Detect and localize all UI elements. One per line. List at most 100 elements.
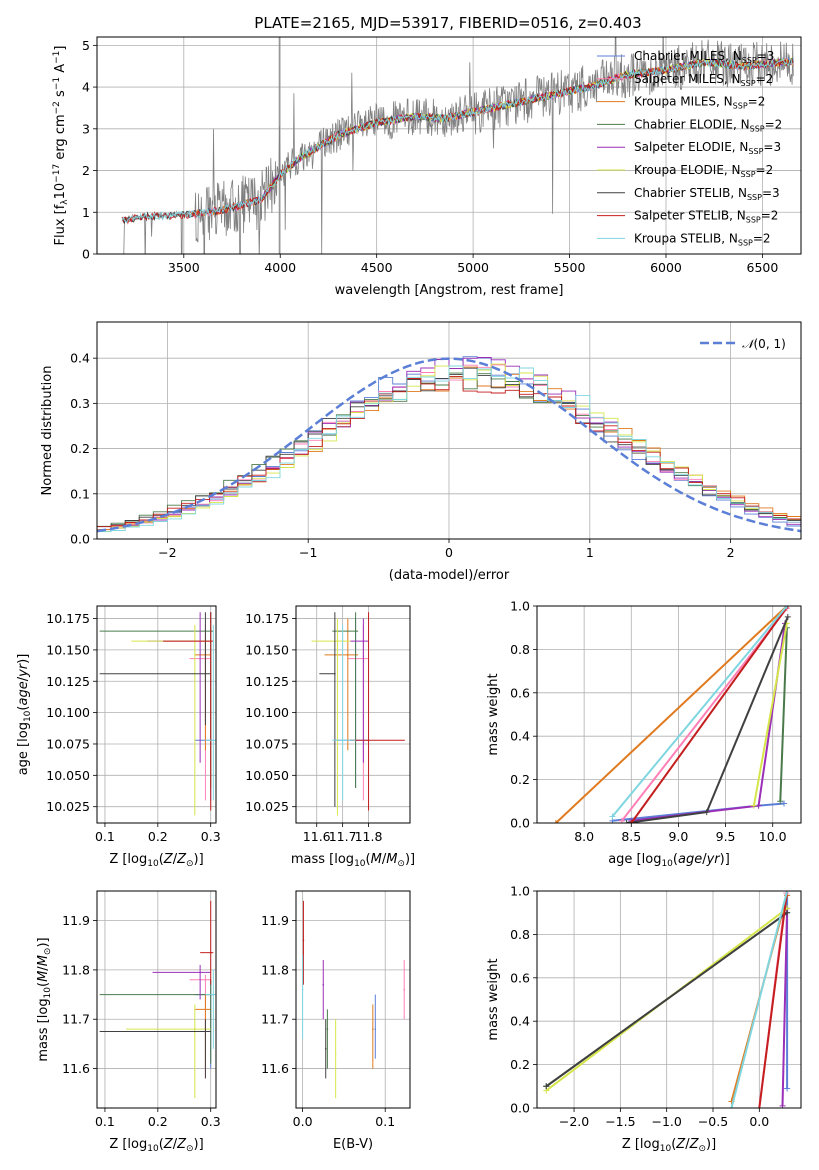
legend-entry: Chabrier STELIB, NSSP=3 [634, 186, 780, 202]
x-tick-label: 6500 [747, 260, 779, 275]
y-tick-label: 10.175 [245, 611, 289, 626]
y-tick-label: 0.4 [510, 729, 530, 744]
model-spectrum-line [121, 57, 794, 224]
legend-entry: Kroupa ELODIE, NSSP=2 [634, 163, 773, 179]
y-tick-label: 4 [82, 80, 90, 95]
mass-weight-marker [552, 820, 559, 823]
mass-weight-line [621, 607, 788, 822]
x-tick-label: 0.2 [148, 829, 168, 844]
observed-spectrum-line [122, 37, 794, 254]
y-tick-label: 0.2 [70, 441, 90, 456]
mass-weight-line [752, 623, 788, 806]
y-tick-label: 0.8 [510, 642, 530, 657]
x-tick-label: 0.3 [201, 829, 221, 844]
y-tick-label: 10.050 [245, 768, 289, 783]
x-tick-label: 9.0 [668, 829, 688, 844]
y-tick-label: 11.7 [261, 1012, 289, 1027]
x-tick-label: 5500 [554, 260, 586, 275]
y-tick-label: 11.6 [62, 1061, 90, 1076]
mass-weight-marker [628, 820, 635, 823]
y-axis-label: mass weight [486, 673, 501, 755]
data-point [403, 988, 406, 991]
y-tick-label: 0.6 [510, 685, 530, 700]
x-tick-label: 0.0 [749, 1114, 769, 1129]
x-axis-label: (data-model)/error [389, 568, 510, 583]
data-point [334, 672, 336, 675]
x-tick-label: 8.0 [574, 829, 594, 844]
x-tick-label: 11.8 [355, 829, 383, 844]
y-tick-label: 0.3 [70, 396, 90, 411]
data-point [209, 951, 212, 954]
x-tick-label: −1.0 [652, 1114, 682, 1129]
x-tick-label: 11.7 [329, 829, 357, 844]
x-tick-label: −2.0 [559, 1114, 589, 1129]
data-point [302, 939, 305, 942]
y-tick-label: 0.0 [70, 532, 90, 547]
data-point [334, 1052, 337, 1055]
data-point [194, 1028, 196, 1030]
y-tick-label: 0.4 [510, 1014, 530, 1029]
data-point [347, 654, 349, 656]
legend-entry-normal: 𝒩(0, 1) [742, 337, 786, 351]
x-tick-label: −1 [299, 545, 317, 560]
data-point [209, 640, 212, 642]
mass-weight-marker [703, 809, 710, 816]
plot-area [99, 612, 216, 816]
plot-area [311, 612, 405, 816]
y-tick-label: 3 [82, 121, 90, 136]
axes-frame [96, 605, 217, 824]
mass-weight-line [781, 908, 789, 1106]
y-tick-label: 0.8 [510, 927, 530, 942]
y-tick-label: 1.0 [510, 599, 530, 614]
mass-weight-marker [784, 613, 791, 620]
data-point [326, 1028, 329, 1030]
plot-area [99, 900, 216, 1099]
x-tick-label: 2 [727, 545, 735, 560]
data-point [336, 640, 339, 642]
x-tick-label: 0.2 [148, 1114, 168, 1129]
axes-frame [536, 890, 802, 1109]
legend-entry: Kroupa MILES, NSSP=2 [634, 95, 765, 111]
y-tick-label: 10.075 [245, 736, 289, 751]
x-tick-label: 6000 [650, 260, 682, 275]
y-tick-label: 10.025 [245, 799, 289, 814]
mass-weight-line [611, 606, 788, 818]
y-tick-label: 10.025 [46, 799, 90, 814]
y-tick-label: 5 [82, 38, 90, 53]
y-tick-label: 11.9 [62, 913, 90, 928]
y-axis-label: mass weight [486, 958, 501, 1040]
axes-frame [96, 890, 217, 1109]
panel-residuals: −2 −1 0 1 2 0.0 0.1 0.2 0.3 0.4 (data-model)/error… [40, 321, 802, 583]
y-tick-label: 10.125 [46, 674, 90, 689]
x-tick-label: −2 [158, 545, 176, 560]
y-tick-label: 10.150 [46, 642, 90, 657]
mass-weight-line [555, 606, 788, 823]
panel-mass-weight-vs-Z: −2.0 −1.5 −1.0 −0.5 0.0 0.0 0.2 0.4 0.6 0.8 1.0 Z [… [486, 884, 802, 1154]
y-tick-label: 10.100 [46, 705, 90, 720]
legend-entry: Salpeter ELODIE, NSSP=3 [634, 140, 781, 156]
axes-frame [295, 605, 411, 824]
x-tick-label: 4500 [361, 260, 393, 275]
x-tick-label: 0.3 [201, 1114, 221, 1129]
plot-area [121, 37, 794, 254]
x-tick-label: 0.1 [375, 1114, 395, 1129]
x-tick-label: 11.6 [303, 829, 331, 844]
panel-mass-vs-EBV: 0.0 0.1 11.6 11.7 11.8 11.9 E(B-V) [261, 890, 411, 1152]
y-tick-label: 1 [82, 205, 90, 220]
legend-entry: Chabrier ELODIE, NSSP=2 [634, 117, 782, 133]
plot-area [552, 606, 791, 823]
plot-area [301, 900, 406, 1099]
panel-age-vs-Z: 0.1 0.2 0.3 10.025 10.050 10.075 10.100 10.125 1… [16, 605, 221, 869]
x-tick-label: 0.0 [293, 1114, 313, 1129]
y-axis-label: mass [log10(M/M⊙)] [36, 937, 53, 1061]
x-axis-label: Z [log10(Z/Z⊙)] [109, 1137, 203, 1154]
y-tick-label: 0.4 [70, 351, 90, 366]
y-axis-label: age [log10(age/yr)] [16, 654, 33, 776]
y-tick-label: 0.0 [510, 816, 530, 831]
mass-weight-marker [609, 813, 616, 820]
mass-weight-line [630, 606, 789, 823]
mass-weight-line [779, 627, 788, 802]
x-tick-label: 0.1 [95, 1114, 115, 1129]
data-point [212, 993, 215, 996]
data-point [204, 1030, 207, 1033]
